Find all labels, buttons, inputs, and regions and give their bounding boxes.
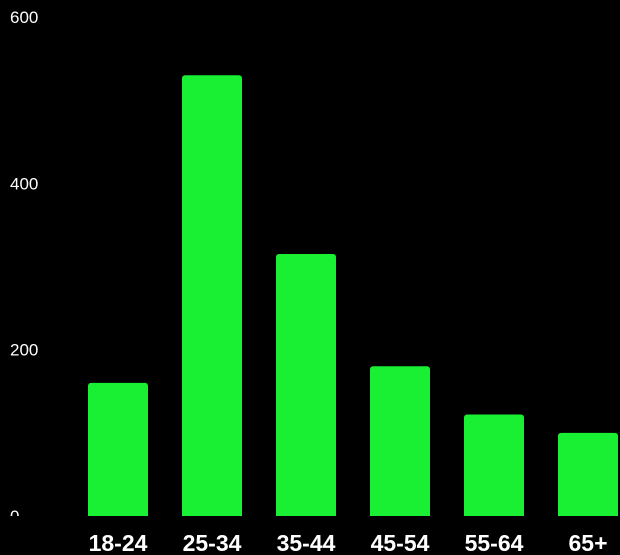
- bar-35-44: [276, 254, 336, 519]
- bars: [0, 75, 620, 526]
- x-axis: 18-24 25-34 35-44 45-54 55-64 65+: [89, 530, 608, 555]
- bar-18-24: [88, 382, 148, 519]
- x-tick-label: 25-34: [183, 530, 242, 555]
- y-tick-label: 200: [10, 341, 38, 360]
- bar-45-54: [370, 366, 430, 519]
- bar-55-64: [464, 414, 524, 519]
- y-tick-label: 600: [10, 8, 38, 27]
- x-tick-label: 35-44: [277, 530, 336, 555]
- x-tick-label: 65+: [568, 530, 607, 555]
- y-tick-label: 400: [10, 174, 38, 193]
- baseline-mask: [0, 516, 620, 526]
- y-axis: 0200400600: [10, 8, 38, 526]
- x-tick-label: 18-24: [89, 530, 148, 555]
- bar-25-34: [182, 75, 242, 519]
- x-tick-label: 55-64: [465, 530, 524, 555]
- bar-65+: [558, 432, 618, 519]
- x-tick-label: 45-54: [371, 530, 430, 555]
